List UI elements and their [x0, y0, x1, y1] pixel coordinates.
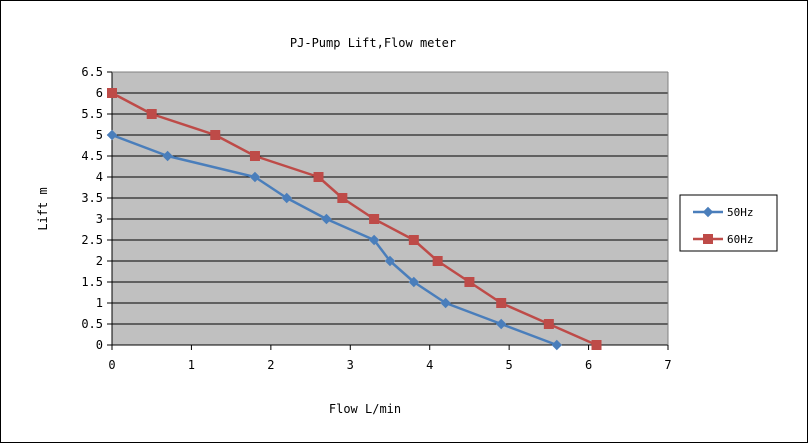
data-point-60Hz-2 — [210, 130, 221, 140]
x-tick-label-7: 7 — [664, 358, 671, 372]
data-point-50Hz-7 — [408, 276, 420, 288]
x-axis-label: Flow L/min — [329, 402, 401, 416]
y-axis-label: Lift m — [36, 187, 50, 230]
y-tick-label-2: 1 — [96, 296, 103, 310]
series-layer — [106, 88, 602, 351]
data-point-60Hz-11 — [543, 319, 554, 329]
data-point-60Hz-8 — [432, 256, 443, 266]
tick-labels: 0 0.5 1 1.5 2 2.5 3 3.5 4 4.5 5 5.5 6 6.5 0 1 2 3 4 5 6 7 — [81, 65, 671, 372]
data-point-50Hz-6 — [384, 255, 396, 267]
x-tick-label-1: 1 — [188, 358, 195, 372]
data-point-60Hz-1 — [146, 109, 157, 119]
legend-items: 50Hz 60Hz — [693, 206, 754, 246]
data-point-50Hz-4 — [321, 213, 332, 225]
data-point-60Hz-4 — [313, 172, 324, 182]
y-tick-label-5: 2.5 — [81, 233, 103, 247]
data-point-50Hz-8 — [440, 297, 451, 309]
y-tick-label-7: 3.5 — [81, 191, 103, 205]
data-point-60Hz-3 — [249, 151, 260, 161]
data-point-60Hz-7 — [408, 235, 419, 245]
data-point-50Hz-9 — [495, 318, 507, 330]
legend-marker-50Hz — [702, 206, 714, 218]
data-point-60Hz-5 — [337, 193, 348, 203]
x-tick-label-3: 3 — [347, 358, 354, 372]
legend-label-60Hz: 60Hz — [727, 233, 754, 246]
y-tick-label-8: 4 — [96, 170, 103, 184]
y-tick-label-1: 0.5 — [81, 317, 103, 331]
plot-area — [112, 72, 668, 345]
data-point-60Hz-12 — [591, 340, 602, 350]
x-tick-label-0: 0 — [108, 358, 115, 372]
y-tick-label-6: 3 — [96, 212, 103, 226]
y-tick-label-3: 1.5 — [81, 275, 103, 289]
y-tick-label-4: 2 — [96, 254, 103, 268]
chart-title: PJ-Pump Lift,Flow meter — [290, 36, 456, 50]
series-60Hz — [107, 88, 602, 350]
data-point-60Hz-9 — [464, 277, 475, 287]
data-point-60Hz-10 — [496, 298, 507, 308]
data-point-60Hz-6 — [369, 214, 380, 224]
y-tick-label-12: 6 — [96, 86, 103, 100]
legend-item-60Hz: 60Hz — [693, 233, 754, 246]
data-point-50Hz-5 — [368, 234, 380, 246]
data-point-60Hz-0 — [107, 88, 117, 98]
x-tick-label-5: 5 — [506, 358, 513, 372]
legend-box — [679, 194, 778, 252]
y-tick-label-9: 4.5 — [81, 149, 103, 163]
legend-label-50Hz: 50Hz — [727, 206, 754, 219]
data-point-50Hz-0 — [106, 129, 118, 141]
x-tick-label-4: 4 — [426, 358, 433, 372]
legend-item-50Hz: 50Hz — [693, 206, 754, 219]
data-point-50Hz-3 — [281, 192, 292, 204]
y-tick-label-0: 0 — [96, 338, 103, 352]
axes — [107, 71, 669, 350]
legend: 50Hz 60Hz — [679, 194, 778, 252]
data-point-50Hz-10 — [551, 339, 563, 351]
y-tick-label-13: 6.5 — [81, 65, 103, 79]
legend-marker-60Hz — [703, 234, 713, 244]
data-point-50Hz-1 — [162, 150, 173, 162]
x-tick-label-2: 2 — [267, 358, 274, 372]
series-50Hz — [106, 129, 563, 351]
y-tick-label-10: 5 — [96, 128, 103, 142]
data-point-50Hz-2 — [249, 171, 261, 183]
y-tick-label-11: 5.5 — [81, 107, 103, 121]
x-tick-label-6: 6 — [585, 358, 592, 372]
